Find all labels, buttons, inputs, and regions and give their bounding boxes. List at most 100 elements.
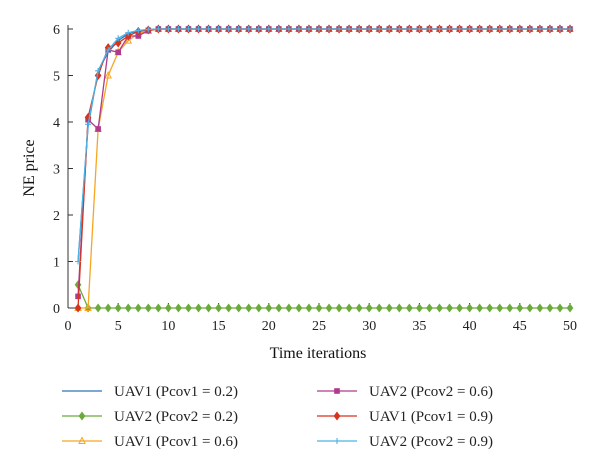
data-point bbox=[85, 121, 92, 128]
data-point bbox=[416, 26, 423, 32]
data-point bbox=[456, 303, 463, 313]
data-point bbox=[326, 26, 333, 32]
data-point bbox=[456, 26, 463, 32]
legend-label: UAV1 (Pcov1 = 0.9) bbox=[369, 409, 493, 425]
y-tick-label: 1 bbox=[53, 256, 60, 271]
series-line bbox=[77, 28, 570, 297]
series-line bbox=[77, 284, 570, 309]
data-point bbox=[556, 26, 563, 32]
data-point bbox=[165, 303, 172, 313]
data-point bbox=[154, 303, 162, 313]
data-point bbox=[144, 303, 152, 313]
data-point bbox=[476, 26, 483, 32]
data-point bbox=[295, 26, 302, 32]
legend: UAV1 (Pcov1 = 0.2) UAV2 (Pcov2 = 0.2) UAV1… bbox=[62, 384, 493, 450]
series-line bbox=[78, 28, 570, 309]
data-point bbox=[74, 303, 82, 313]
series-1 bbox=[77, 28, 570, 262]
data-point bbox=[556, 303, 564, 313]
legend-label: UAV2 (Pcov2 = 0.6) bbox=[369, 384, 493, 400]
data-point bbox=[175, 26, 182, 32]
data-point bbox=[466, 303, 473, 313]
legend-swatch-marker bbox=[334, 388, 340, 394]
data-point bbox=[526, 303, 534, 313]
data-point bbox=[124, 36, 133, 44]
data-point bbox=[375, 303, 383, 313]
data-point bbox=[325, 303, 333, 313]
legend-swatch-marker bbox=[334, 438, 340, 444]
data-point bbox=[155, 26, 162, 32]
data-point bbox=[395, 303, 403, 313]
x-axis-title: Time iterations bbox=[270, 345, 367, 362]
data-point bbox=[346, 26, 353, 32]
data-point bbox=[405, 303, 413, 313]
data-point bbox=[516, 26, 523, 32]
data-point bbox=[265, 26, 272, 32]
y-ticks: 0 1 2 3 4 5 6 bbox=[53, 23, 73, 317]
data-point bbox=[446, 26, 453, 32]
legend-swatch-marker bbox=[333, 411, 341, 421]
data-point bbox=[95, 126, 101, 132]
legend-item: UAV1 (Pcov1 = 0.6) bbox=[62, 434, 238, 450]
data-point bbox=[305, 26, 312, 32]
data-point bbox=[255, 26, 262, 32]
data-point bbox=[406, 26, 413, 32]
data-point bbox=[506, 303, 514, 313]
legend-item: UAV1 (Pcov1 = 0.2) bbox=[62, 384, 238, 400]
data-point bbox=[386, 26, 393, 32]
data-point bbox=[235, 26, 242, 32]
legend-item: UAV2 (Pcov2 = 0.9) bbox=[317, 434, 493, 450]
data-point bbox=[225, 303, 233, 313]
data-point bbox=[104, 70, 112, 79]
y-axis-title: NE price bbox=[21, 139, 38, 196]
legend-item: UAV2 (Pcov2 = 0.6) bbox=[317, 384, 493, 400]
data-point bbox=[496, 303, 504, 313]
legend-swatch-marker bbox=[78, 411, 86, 421]
legend-item: UAV2 (Pcov2 = 0.2) bbox=[62, 409, 238, 425]
data-point bbox=[546, 303, 554, 313]
x-tick-label: 20 bbox=[262, 319, 276, 334]
data-point bbox=[185, 303, 192, 313]
data-point bbox=[476, 303, 484, 313]
data-point bbox=[215, 303, 222, 313]
data-point bbox=[165, 26, 172, 32]
y-tick-label: 4 bbox=[53, 116, 60, 131]
data-point bbox=[185, 26, 192, 32]
data-point bbox=[124, 303, 132, 313]
data-point bbox=[104, 303, 112, 313]
x-tick-label: 10 bbox=[161, 319, 175, 334]
data-point bbox=[355, 303, 363, 313]
data-point bbox=[95, 67, 102, 74]
series-2 bbox=[74, 280, 574, 313]
data-point bbox=[245, 303, 253, 313]
series-4 bbox=[75, 26, 573, 300]
legend-label: UAV2 (Pcov2 = 0.9) bbox=[369, 434, 493, 450]
data-point bbox=[105, 46, 112, 53]
data-point bbox=[385, 303, 393, 313]
y-tick-label: 0 bbox=[53, 302, 60, 317]
data-point bbox=[135, 27, 142, 34]
data-point bbox=[75, 258, 82, 265]
x-tick-label: 5 bbox=[115, 319, 122, 334]
series-6 bbox=[75, 26, 573, 265]
x-tick-label: 0 bbox=[65, 319, 72, 334]
data-point bbox=[546, 26, 553, 32]
data-point bbox=[134, 303, 142, 313]
data-point bbox=[285, 26, 292, 32]
series-line bbox=[77, 28, 570, 309]
data-point bbox=[305, 303, 313, 313]
data-point bbox=[205, 26, 212, 32]
data-point bbox=[516, 303, 524, 313]
data-point bbox=[566, 303, 574, 313]
legend-swatch-marker bbox=[78, 436, 86, 444]
series-layer bbox=[74, 24, 574, 313]
data-point bbox=[526, 26, 533, 32]
x-tick-label: 40 bbox=[463, 319, 477, 334]
data-point bbox=[275, 303, 283, 313]
data-point bbox=[536, 26, 543, 32]
data-point bbox=[275, 26, 282, 32]
data-point bbox=[125, 29, 132, 36]
data-point bbox=[115, 35, 122, 42]
x-tick-label: 45 bbox=[513, 319, 527, 334]
y-tick-label: 6 bbox=[53, 23, 60, 38]
